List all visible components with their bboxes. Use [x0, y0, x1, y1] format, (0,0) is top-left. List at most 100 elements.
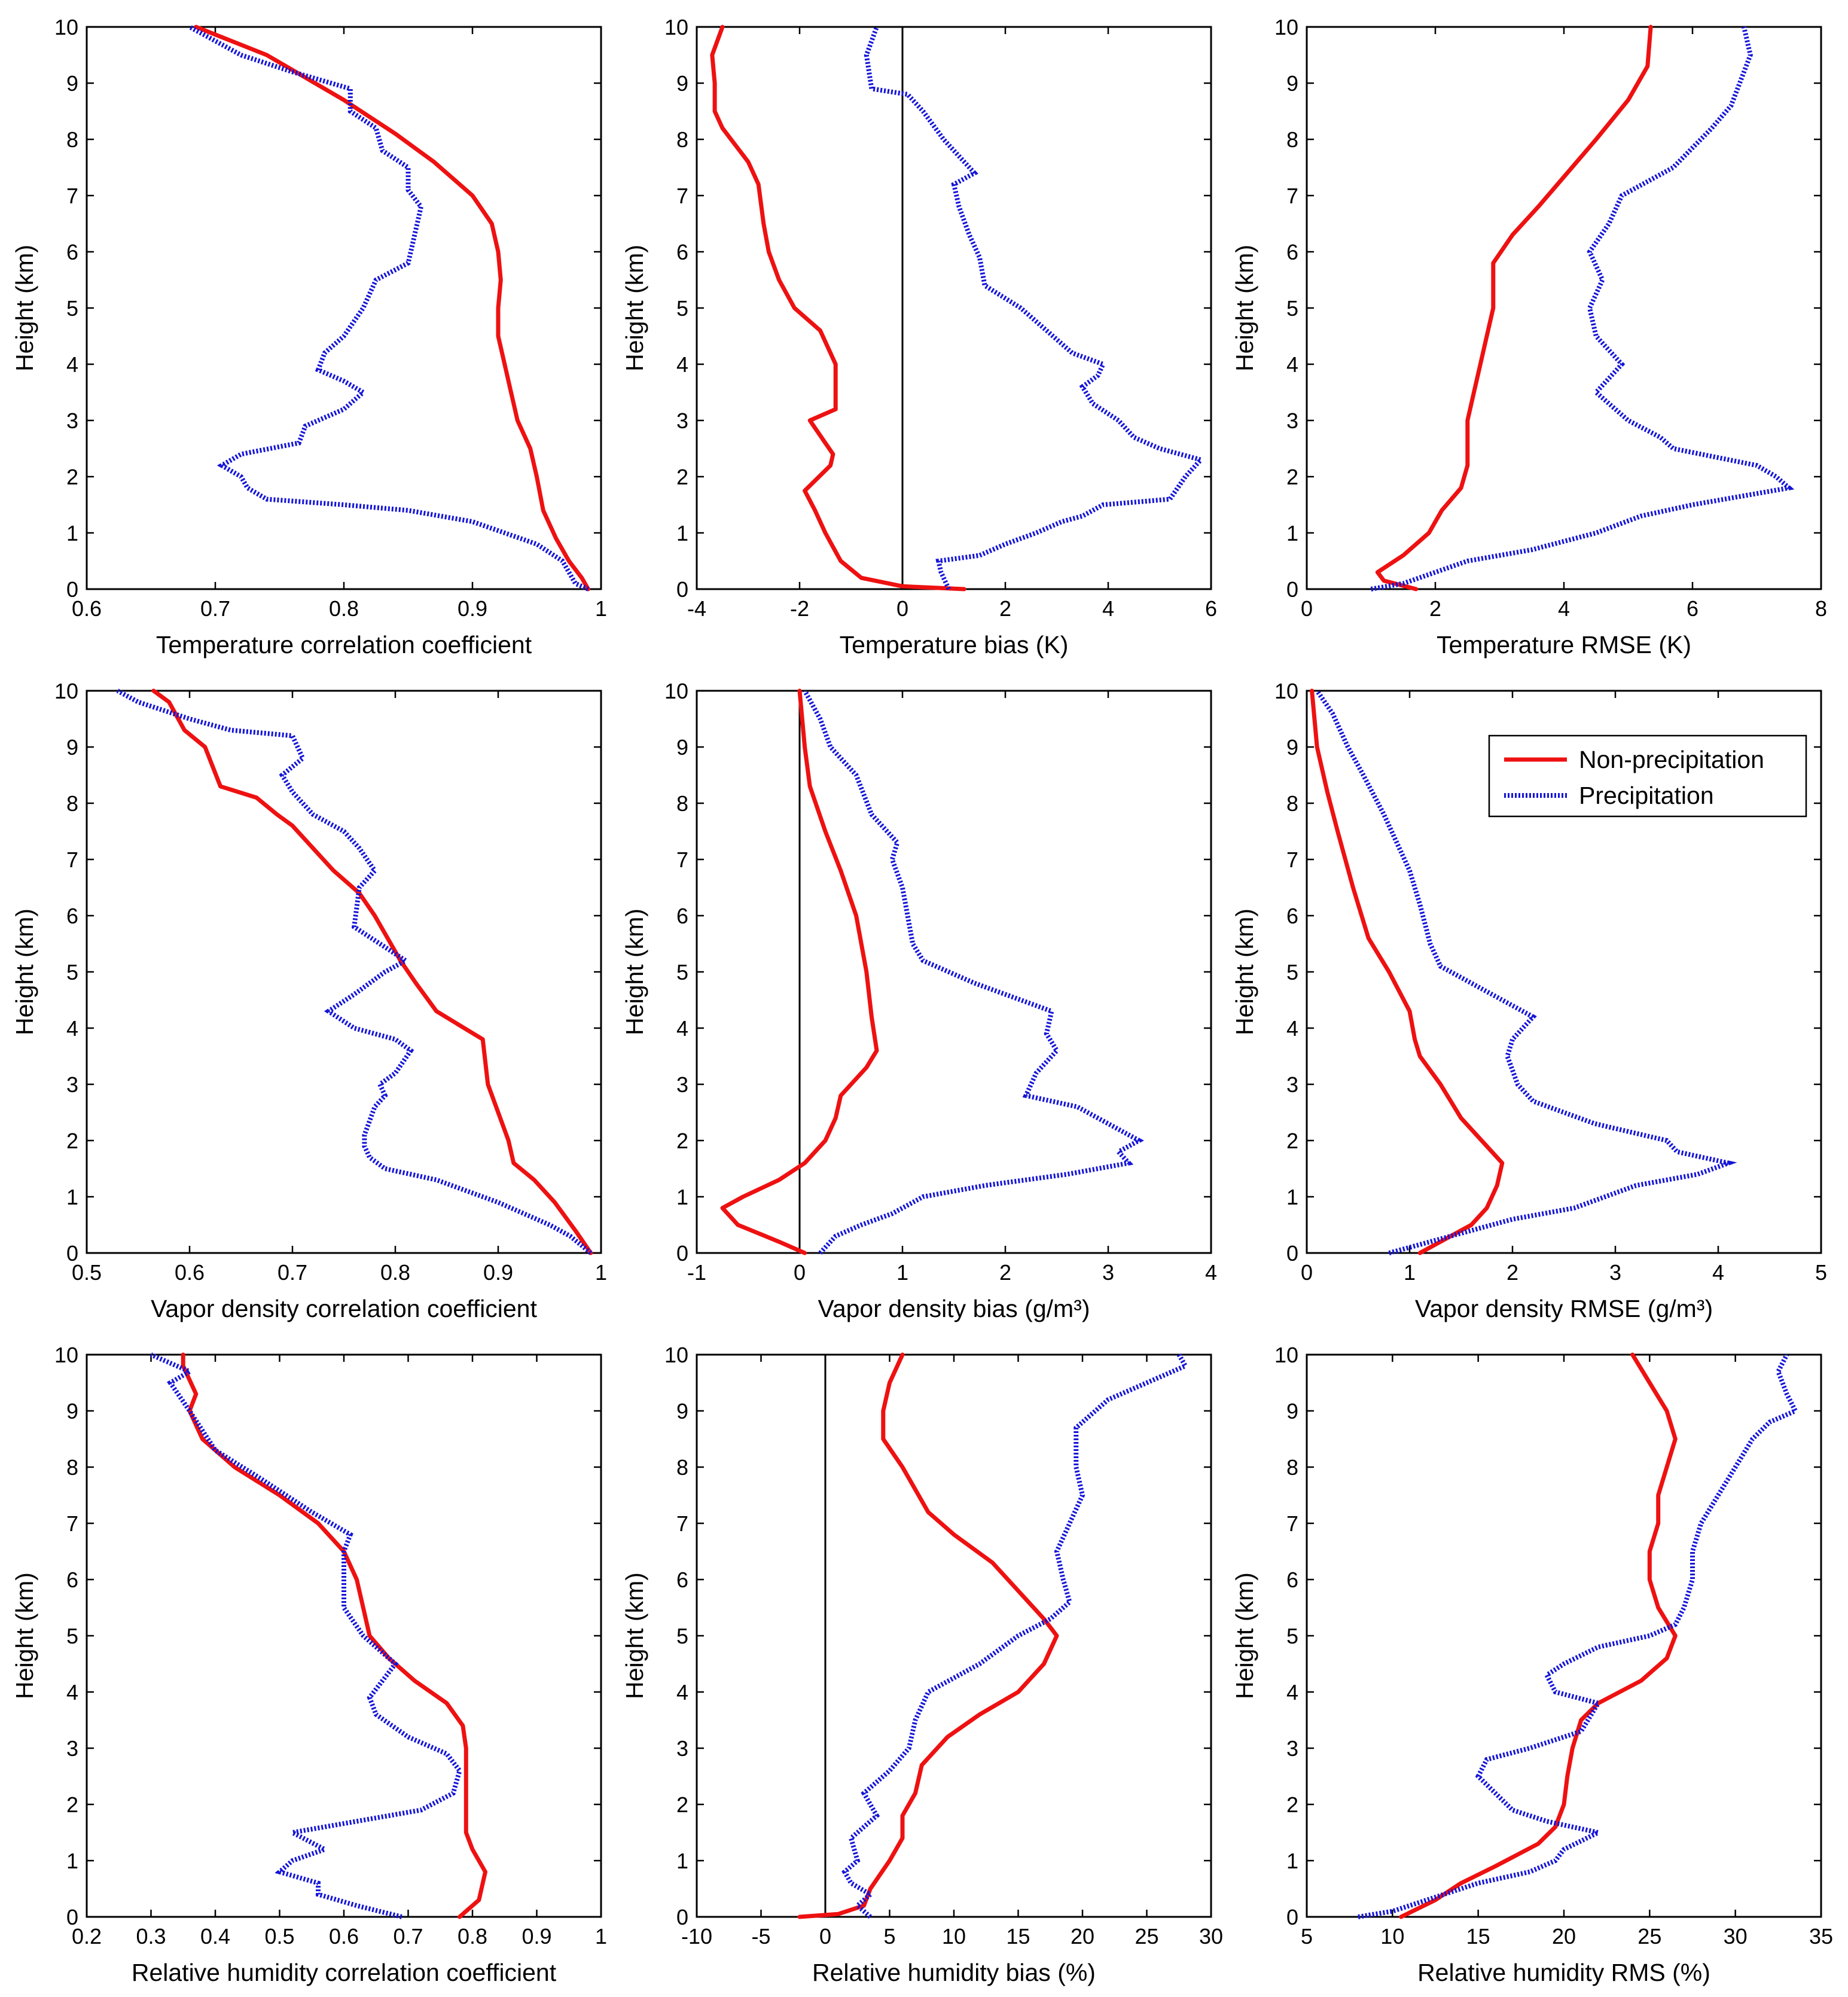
y-tick-label: 10 — [664, 679, 688, 703]
y-tick-label: 3 — [66, 408, 78, 433]
y-tick-label: 7 — [1286, 1511, 1298, 1536]
plot-frame — [696, 1353, 1212, 1918]
legend-label-non-precipitation: Non-precipitation — [1579, 746, 1764, 773]
y-tick-label: 5 — [676, 296, 688, 321]
x-tick-label: 25 — [1135, 1924, 1158, 1949]
legend-box — [1488, 734, 1807, 818]
x-tick-label: 20 — [1552, 1924, 1576, 1949]
y-tick-label: 0 — [66, 1905, 78, 1929]
x-axis-label: Vapor density bias (g/m³) — [818, 1295, 1090, 1322]
x-tick-label: -1 — [687, 1260, 706, 1285]
x-tick-label: -10 — [681, 1924, 712, 1949]
y-tick-label: 8 — [676, 1455, 688, 1480]
y-tick-label: 9 — [676, 71, 688, 96]
x-tick-label: 25 — [1637, 1924, 1661, 1949]
x-tick-label: 2 — [999, 596, 1011, 621]
y-tick-label: 10 — [54, 1343, 78, 1367]
x-tick-label: 0.4 — [200, 1924, 230, 1949]
y-tick-label: 8 — [1286, 791, 1298, 816]
y-tick-label: 10 — [1274, 15, 1298, 39]
x-tick-label: 0.9 — [458, 596, 487, 621]
y-tick-label: 6 — [1286, 904, 1298, 928]
x-tick-label: 0.8 — [458, 1924, 487, 1949]
y-tick-label: 0 — [1286, 577, 1298, 602]
panel-temp-rmse: 0 2 4 6 8 0 1 2 3 4 5 6 7 8 9 10 Temperature RMSE (K) Hei… — [1231, 15, 1827, 658]
y-tick-label: 4 — [1286, 1680, 1298, 1705]
y-tick-label: 3 — [66, 1736, 78, 1761]
x-tick-label: 0.9 — [483, 1260, 513, 1285]
legend-label-precipitation: Precipitation — [1579, 782, 1714, 809]
y-tick-label: 7 — [66, 184, 78, 208]
x-tick-label: 15 — [1466, 1924, 1490, 1949]
x-tick-label: 30 — [1199, 1924, 1223, 1949]
y-tick-label: 2 — [1286, 1792, 1298, 1817]
y-tick-label: 4 — [1286, 1016, 1298, 1041]
y-tick-label: 9 — [66, 1399, 78, 1423]
x-tick-label: 4 — [1102, 596, 1114, 621]
y-tick-label: 1 — [676, 521, 688, 545]
x-tick-label: 1 — [1404, 1260, 1416, 1285]
y-tick-label: 10 — [54, 15, 78, 39]
x-axis-label: Vapor density RMSE (g/m³) — [1415, 1295, 1713, 1322]
x-tick-label: 2 — [1429, 596, 1441, 621]
y-tick-label: 2 — [676, 465, 688, 489]
x-tick-label: 4 — [1558, 596, 1570, 621]
y-tick-label: 9 — [66, 71, 78, 96]
x-tick-label: 0.3 — [136, 1924, 166, 1949]
series-non-precipitation — [1375, 25, 1653, 592]
y-tick-label: 2 — [676, 1792, 688, 1817]
y-tick-label: 4 — [676, 352, 688, 377]
series-non-precipitation — [797, 1352, 1059, 1919]
y-tick-label: 1 — [1286, 1185, 1298, 1209]
x-tick-label: 0.5 — [72, 1260, 102, 1285]
series-precipitation — [803, 690, 1144, 1255]
y-tick-label: 1 — [66, 1185, 78, 1209]
y-tick-label: 5 — [1286, 960, 1298, 984]
y-tick-label: 6 — [1286, 1568, 1298, 1592]
x-tick-label: 4 — [1712, 1260, 1724, 1285]
x-tick-label: 0.7 — [200, 596, 230, 621]
y-axis-label: Height (km) — [621, 1572, 648, 1699]
y-tick-label: 4 — [1286, 352, 1298, 377]
y-tick-label: 2 — [1286, 1129, 1298, 1153]
y-tick-label: 1 — [66, 1849, 78, 1873]
x-tick-label: -5 — [751, 1924, 770, 1949]
y-tick-label: 3 — [1286, 1736, 1298, 1761]
x-tick-label: -2 — [790, 596, 809, 621]
series-precipitation — [150, 1352, 462, 1919]
y-tick-label: 0 — [1286, 1905, 1298, 1929]
x-axis-label: Relative humidity bias (%) — [812, 1959, 1096, 1986]
y-axis-label: Height (km) — [621, 908, 648, 1035]
series-precipitation — [1358, 1353, 1799, 1919]
x-tick-label: 0 — [819, 1924, 831, 1949]
y-tick-label: 4 — [66, 1016, 78, 1041]
y-axis-label: Height (km) — [1231, 908, 1258, 1035]
series-precipitation — [116, 688, 593, 1255]
series-non-precipitation — [151, 688, 593, 1255]
x-tick-label: 0 — [1301, 596, 1313, 621]
x-tick-label: 5 — [1301, 1924, 1313, 1949]
y-tick-label: 10 — [664, 1343, 688, 1367]
series-non-precipitation — [181, 1352, 487, 1919]
x-tick-label: 0.7 — [277, 1260, 307, 1285]
y-tick-label: 6 — [676, 904, 688, 928]
x-axis-label: Temperature correlation coefficient — [156, 631, 532, 658]
y-tick-label: 8 — [66, 127, 78, 152]
y-axis-label: Height (km) — [1231, 245, 1258, 371]
x-tick-label: 0.8 — [380, 1260, 410, 1285]
y-tick-label: 2 — [1286, 465, 1298, 489]
panel-temp-bias: -4 -2 0 2 4 6 0 1 2 3 4 5 6 7 8 9 10 Temperature bias (K)… — [621, 15, 1217, 658]
plot-frame — [86, 26, 602, 590]
y-tick-label: 7 — [676, 1511, 688, 1536]
y-tick-label: 0 — [66, 1241, 78, 1266]
y-axis-label: Height (km) — [621, 245, 648, 371]
x-axis-label: Vapor density correlation coefficient — [151, 1295, 537, 1322]
series-precipitation — [1370, 26, 1795, 592]
x-tick-label: 30 — [1724, 1924, 1748, 1949]
x-axis-label: Temperature RMSE (K) — [1437, 631, 1691, 658]
y-tick-label: 6 — [66, 1568, 78, 1592]
x-tick-label: 0.6 — [175, 1260, 205, 1285]
x-tick-label: 2 — [999, 1260, 1011, 1285]
plot-frame — [86, 690, 602, 1254]
